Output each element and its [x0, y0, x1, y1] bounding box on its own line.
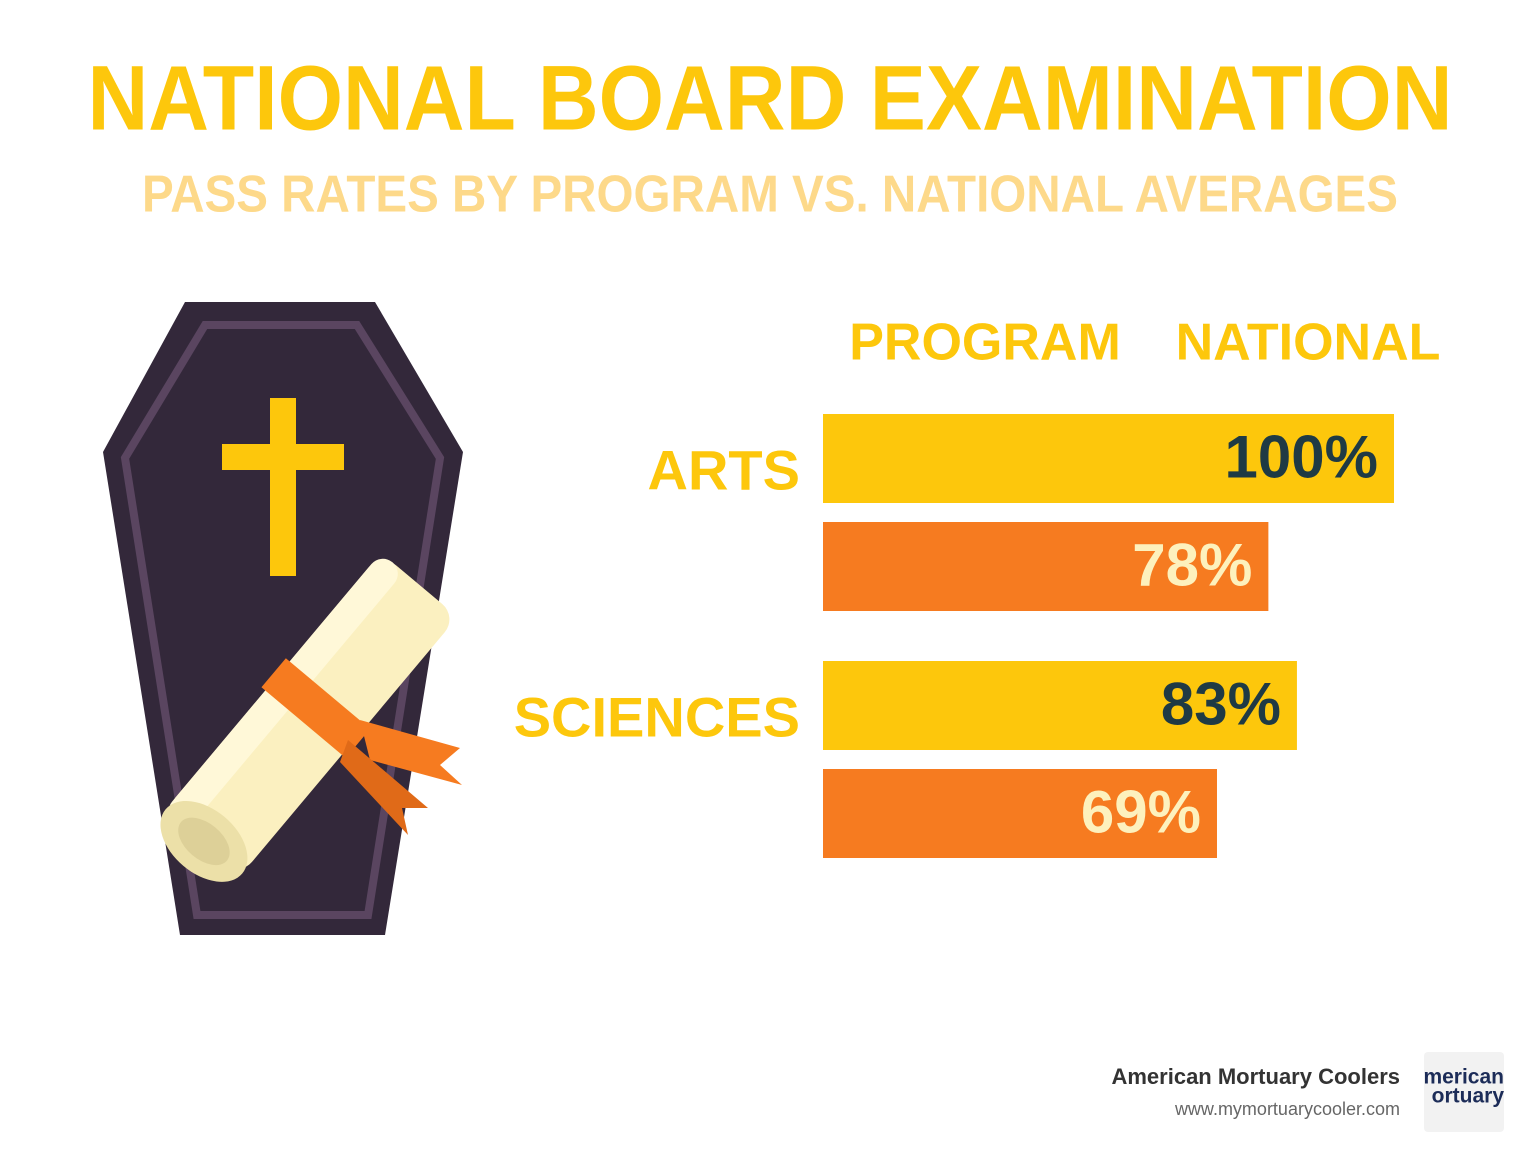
bar	[823, 414, 1394, 503]
chart-subtitle: PASS RATES BY PROGRAM VS. NATIONAL AVERA…	[142, 166, 1398, 224]
value-label: 100%	[1225, 423, 1378, 490]
footer-company: American Mortuary Coolers	[1111, 1064, 1400, 1089]
category-label: SCIENCES	[514, 685, 800, 748]
value-label: 78%	[1132, 531, 1252, 598]
bar	[823, 661, 1297, 750]
logo-text: ortuary	[1432, 1085, 1505, 1108]
legend-label: PROGRAM	[849, 314, 1121, 372]
legend-label: NATIONAL	[1176, 314, 1441, 372]
footer-url: www.mymortuarycooler.com	[1174, 1099, 1400, 1119]
bar	[823, 769, 1217, 858]
logo-text: merican	[1423, 1066, 1504, 1089]
value-label: 83%	[1161, 670, 1281, 737]
category-label: ARTS	[648, 438, 800, 501]
logo-box	[1424, 1052, 1504, 1132]
value-label: 69%	[1081, 778, 1201, 845]
bar	[823, 522, 1269, 611]
coffin-illustration	[103, 302, 463, 935]
chart-title: NATIONAL BOARD EXAMINATION	[88, 47, 1453, 149]
